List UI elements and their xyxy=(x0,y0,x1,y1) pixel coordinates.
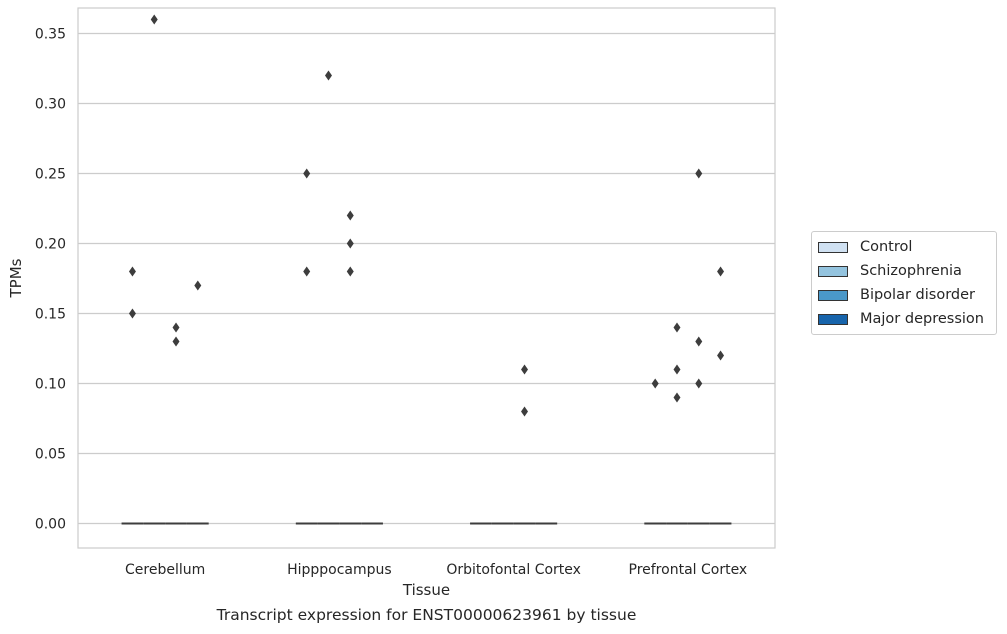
y-tick-label: 0.10 xyxy=(35,377,66,393)
legend-item: Schizophrenia xyxy=(812,259,996,283)
outlier-point xyxy=(172,336,180,347)
x-tick-label: Prefrontal Cortex xyxy=(629,562,748,578)
outlier-point xyxy=(346,266,354,277)
legend-label: Control xyxy=(860,239,913,255)
legend-label: Bipolar disorder xyxy=(860,287,975,303)
legend-item: Bipolar disorder xyxy=(812,283,996,307)
outlier-point xyxy=(150,14,158,25)
outlier-point xyxy=(324,70,332,81)
y-axis-label: TPMs xyxy=(7,258,25,298)
legend-label: Major depression xyxy=(860,311,984,327)
legend-swatch xyxy=(818,241,848,253)
outlier-point xyxy=(673,322,681,333)
outlier-point xyxy=(695,336,703,347)
outlier-point xyxy=(695,168,703,179)
x-tick-label: Orbitofontal Cortex xyxy=(446,562,581,578)
outlier-point xyxy=(303,266,311,277)
legend-swatch xyxy=(818,289,848,301)
outlier-point xyxy=(128,308,136,319)
x-axis-label: Tissue xyxy=(402,581,450,599)
outlier-point xyxy=(695,378,703,389)
legend-item: Control xyxy=(812,235,996,259)
chart-svg: 0.00 0.05 0.10 0.15 0.20 0.25 0.30 0.35 Cerebel… xyxy=(7,7,776,599)
outlier-point xyxy=(673,364,681,375)
gridlines xyxy=(78,32,775,525)
outlier-point xyxy=(717,266,725,277)
outlier-point xyxy=(194,280,202,291)
outlier-point xyxy=(521,364,529,375)
legend-item: Major depression xyxy=(812,307,996,331)
y-tick-label: 0.05 xyxy=(35,447,66,463)
outlier-point xyxy=(346,238,354,249)
y-tick-label: 0.20 xyxy=(35,237,66,253)
outlier-point xyxy=(651,378,659,389)
y-tick-label: 0.25 xyxy=(35,167,66,183)
legend-swatch xyxy=(818,313,848,325)
x-tick-label: Cerebellum xyxy=(125,562,205,578)
outlier-point xyxy=(521,406,529,417)
outlier-point xyxy=(172,322,180,333)
y-tick-label: 0.30 xyxy=(35,97,66,113)
y-tick-label: 0.00 xyxy=(35,517,66,533)
y-tick-labels: 0.00 0.05 0.10 0.15 0.20 0.25 0.30 0.35 xyxy=(35,27,66,533)
outlier-points xyxy=(128,14,725,417)
outlier-point xyxy=(717,350,725,361)
legend-label: Schizophrenia xyxy=(860,263,962,279)
legend: Control Schizophrenia Bipolar disorder Majo… xyxy=(811,231,997,335)
outlier-point xyxy=(673,392,681,403)
y-tick-label: 0.35 xyxy=(35,27,66,43)
legend-swatch xyxy=(818,265,848,277)
plot-frame xyxy=(77,7,776,549)
outlier-point xyxy=(346,210,354,221)
y-tick-label: 0.15 xyxy=(35,307,66,323)
outlier-point xyxy=(128,266,136,277)
x-tick-labels: Cerebellum Hipppocampus Orbitofontal Corte… xyxy=(125,562,747,578)
chart-title: Transcript expression for ENST0000062396… xyxy=(216,606,637,624)
outlier-point xyxy=(303,168,311,179)
x-tick-label: Hipppocampus xyxy=(287,562,392,578)
